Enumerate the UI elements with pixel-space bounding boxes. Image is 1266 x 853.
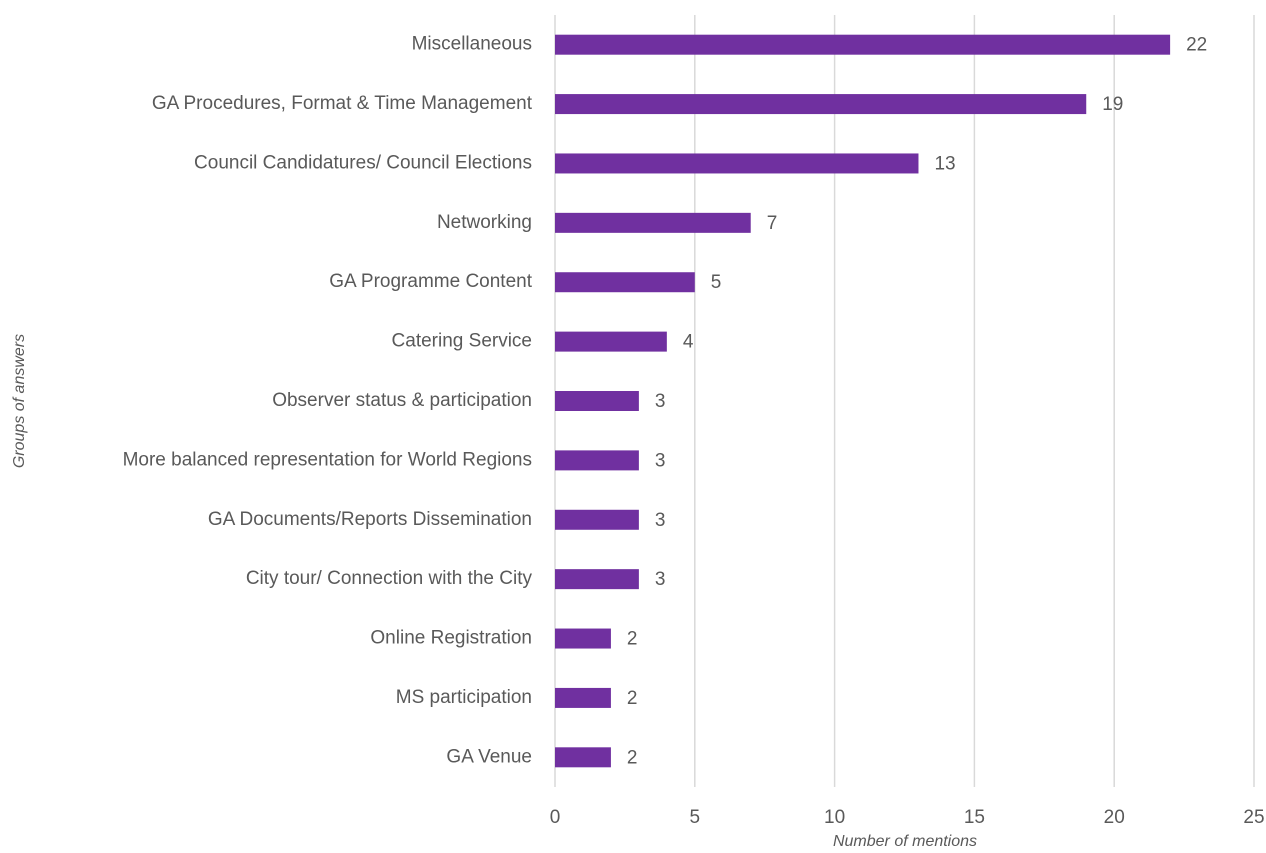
data-label: 7 xyxy=(767,213,778,234)
x-tick-label: 25 xyxy=(1243,807,1264,828)
y-tick-label: Online Registration xyxy=(370,628,532,649)
bar xyxy=(555,212,751,233)
data-label: 2 xyxy=(627,688,638,709)
y-axis-title: Groups of answers xyxy=(11,334,28,468)
bar xyxy=(555,331,667,352)
y-tick-label: GA Programme Content xyxy=(329,271,532,292)
data-label: 3 xyxy=(655,569,666,590)
y-tick-label: Miscellaneous xyxy=(412,34,532,55)
bar xyxy=(555,747,611,768)
data-label: 2 xyxy=(627,747,638,768)
bar xyxy=(555,450,639,471)
x-tick-label: 0 xyxy=(550,807,561,828)
data-label: 13 xyxy=(934,153,955,174)
data-label: 4 xyxy=(683,332,694,353)
data-label: 2 xyxy=(627,629,638,650)
y-tick-label: City tour/ Connection with the City xyxy=(246,568,533,589)
bar xyxy=(555,628,611,649)
y-tick-label: GA Documents/Reports Dissemination xyxy=(208,509,532,530)
bar xyxy=(555,687,611,708)
x-tick-label: 15 xyxy=(964,807,985,828)
data-label: 22 xyxy=(1186,35,1207,56)
bar xyxy=(555,509,639,530)
y-tick-label: GA Procedures, Format & Time Management xyxy=(152,93,533,114)
bar xyxy=(555,34,1171,55)
data-label: 3 xyxy=(655,450,666,471)
y-tick-label: MS participation xyxy=(396,687,532,708)
y-tick-label: Council Candidatures/ Council Elections xyxy=(194,152,532,173)
data-label: 3 xyxy=(655,391,666,412)
y-tick-label: Catering Service xyxy=(392,331,532,352)
y-tick-label: More balanced representation for World R… xyxy=(123,449,532,470)
y-tick-label: Networking xyxy=(437,212,532,233)
x-axis-title: Number of mentions xyxy=(833,833,977,850)
bar xyxy=(555,569,639,590)
bar xyxy=(555,272,695,293)
bar xyxy=(555,94,1087,115)
x-tick-label: 5 xyxy=(690,807,701,828)
y-tick-label: Observer status & participation xyxy=(272,390,532,411)
x-tick-label: 10 xyxy=(824,807,845,828)
data-label: 19 xyxy=(1102,94,1123,115)
bar xyxy=(555,391,639,411)
x-tick-label: 20 xyxy=(1104,807,1125,828)
y-tick-label: GA Venue xyxy=(446,746,532,767)
data-label: 5 xyxy=(711,272,722,293)
data-label: 3 xyxy=(655,510,666,531)
bar xyxy=(555,153,919,174)
